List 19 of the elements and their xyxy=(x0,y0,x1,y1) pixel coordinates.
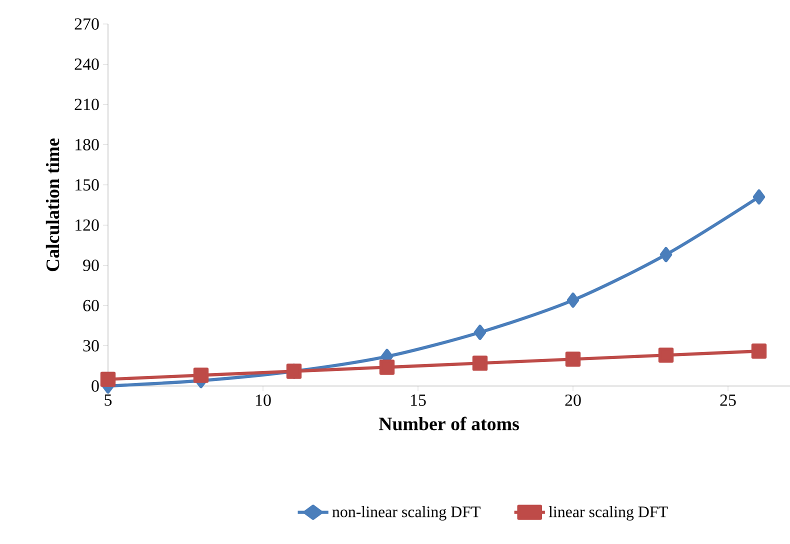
y-tick-label: 180 xyxy=(76,138,99,150)
x-tick-label: 20 xyxy=(565,394,581,406)
x-axis-title: Number of atoms xyxy=(378,416,519,430)
y-tick-label: 150 xyxy=(76,179,99,191)
y-tick-label: 210 xyxy=(74,98,99,110)
y-tick-label: 60 xyxy=(83,300,99,312)
y-tick-label: 30 xyxy=(83,340,99,352)
legend-label: linear scaling DFT xyxy=(548,506,668,521)
x-tick-label: 25 xyxy=(720,394,736,406)
y-tick-label: 270 xyxy=(74,18,99,30)
legend-label: non-linear scaling DFT xyxy=(332,506,480,521)
y-tick-label: 240 xyxy=(74,58,99,70)
x-tick-label: 10 xyxy=(256,394,271,406)
y-tick-label: 120 xyxy=(76,219,99,231)
y-tick-label: 90 xyxy=(83,260,99,272)
x-tick-label: 15 xyxy=(411,394,426,406)
x-tick-label: 5 xyxy=(104,394,112,406)
y-tick-label: 0 xyxy=(92,380,99,392)
y-axis-title: Calculation time xyxy=(46,138,60,272)
